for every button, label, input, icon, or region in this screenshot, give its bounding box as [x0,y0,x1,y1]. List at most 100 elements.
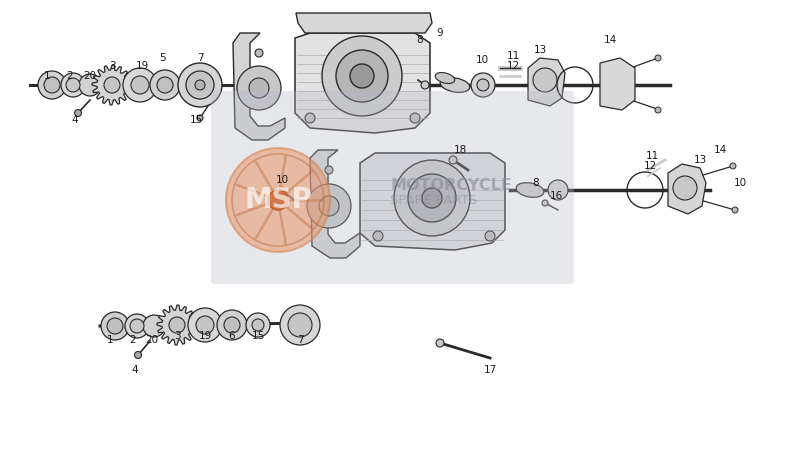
Circle shape [279,187,285,193]
Ellipse shape [435,72,454,83]
Circle shape [410,113,420,123]
Text: 13: 13 [694,155,706,165]
Circle shape [305,113,315,123]
Circle shape [548,180,568,200]
Circle shape [322,36,402,116]
Circle shape [130,319,144,333]
Circle shape [307,184,351,228]
Circle shape [252,319,264,331]
Circle shape [66,78,80,92]
Circle shape [249,78,269,98]
Text: 2: 2 [66,71,74,81]
Text: 2: 2 [130,335,136,345]
Circle shape [394,160,470,236]
Circle shape [449,156,457,164]
Circle shape [178,63,222,107]
Circle shape [533,68,557,92]
Circle shape [224,317,240,333]
Circle shape [732,207,738,213]
Polygon shape [157,305,197,345]
Ellipse shape [440,77,470,93]
Text: 14: 14 [714,145,726,155]
Circle shape [125,314,149,338]
Ellipse shape [516,183,544,197]
Text: 7: 7 [197,53,203,63]
Circle shape [408,174,456,222]
Circle shape [44,77,60,93]
Circle shape [477,79,489,91]
Circle shape [217,310,247,340]
Text: 12: 12 [643,161,657,171]
Circle shape [255,49,263,57]
Circle shape [237,66,281,110]
Text: 17: 17 [483,365,497,375]
Text: 9: 9 [437,28,443,38]
Circle shape [195,80,205,90]
Circle shape [157,77,173,93]
Text: 4: 4 [72,115,78,125]
Polygon shape [296,13,432,33]
Circle shape [436,339,444,347]
Text: 1: 1 [44,71,50,81]
Circle shape [336,50,388,102]
Text: 1: 1 [106,335,114,345]
Circle shape [101,312,129,340]
Circle shape [268,190,288,210]
Text: 5: 5 [160,53,166,63]
Circle shape [373,231,383,241]
Text: 19: 19 [135,61,149,71]
Text: 8: 8 [533,178,539,188]
Circle shape [197,115,203,121]
Circle shape [730,163,736,169]
Circle shape [107,318,123,334]
Text: 15: 15 [251,331,265,341]
Circle shape [655,55,661,61]
Circle shape [79,74,101,96]
Text: 11: 11 [646,151,658,161]
Circle shape [542,200,548,206]
Text: 3: 3 [174,331,180,341]
Text: 8: 8 [417,35,423,45]
Text: 20: 20 [146,335,158,345]
Circle shape [288,313,312,337]
Polygon shape [310,150,360,258]
Text: 10: 10 [275,175,289,185]
Circle shape [188,308,222,342]
Text: 19: 19 [198,331,212,341]
Circle shape [422,188,442,208]
Circle shape [246,313,270,337]
Text: 11: 11 [506,51,520,61]
Text: 10: 10 [475,55,489,65]
Circle shape [38,71,66,99]
Text: MOTORCYCLE: MOTORCYCLE [390,179,512,193]
Circle shape [485,231,495,241]
Circle shape [74,109,82,116]
Circle shape [673,176,697,200]
Circle shape [131,76,149,94]
Polygon shape [295,33,430,133]
Circle shape [134,351,142,359]
Text: 15: 15 [190,115,202,125]
Polygon shape [92,65,132,105]
Circle shape [319,196,339,216]
Circle shape [655,107,661,113]
Circle shape [123,68,157,102]
Polygon shape [360,153,505,250]
Polygon shape [668,164,706,214]
Circle shape [226,148,330,252]
Text: 7: 7 [297,335,303,345]
Circle shape [280,305,320,345]
Circle shape [350,64,374,88]
Polygon shape [233,33,285,140]
Circle shape [196,316,214,334]
Circle shape [61,73,85,97]
Circle shape [143,315,165,337]
Text: MSP: MSP [244,186,312,214]
Text: 13: 13 [534,45,546,55]
Circle shape [471,73,495,97]
Circle shape [169,317,185,333]
Text: SPARE PARTS: SPARE PARTS [390,193,477,207]
Polygon shape [600,58,635,110]
Text: 3: 3 [109,61,115,71]
Polygon shape [528,58,565,106]
